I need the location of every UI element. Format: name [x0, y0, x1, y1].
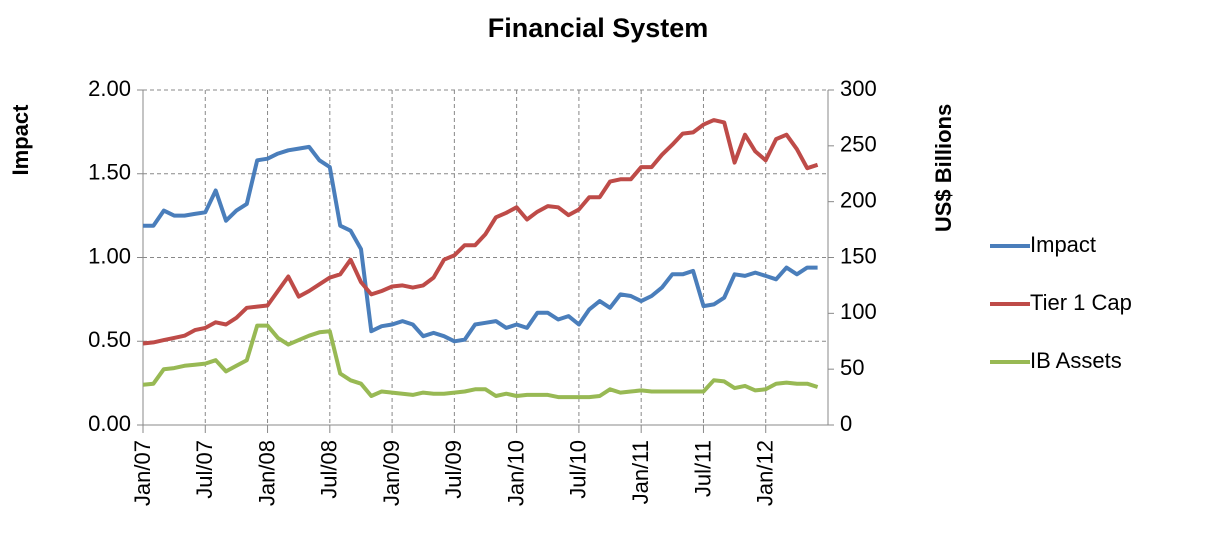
series-line	[142, 323, 819, 400]
y2-tick-label: 300	[840, 76, 877, 101]
series-line	[143, 144, 818, 344]
y2-tick-label: 100	[840, 299, 877, 324]
y2-axis-title: US$ Billions	[931, 104, 956, 232]
x-tick-label: Jul/08	[317, 440, 342, 499]
legend-label: IB Assets	[1030, 348, 1122, 373]
y-tick-label: 2.00	[88, 76, 131, 101]
x-tick-label: Jan/11	[628, 440, 653, 504]
y-tick-label: 1.50	[88, 160, 131, 185]
y2-tick-label: 50	[840, 355, 864, 380]
legend-label: Tier 1 Cap	[1030, 290, 1132, 315]
y-tick-label: 0.00	[88, 411, 131, 436]
x-tick-label: Jan/08	[254, 440, 279, 506]
chart-title: Financial System	[488, 13, 709, 43]
y2-tick-label: 200	[840, 187, 877, 212]
legend-label: Impact	[1030, 232, 1096, 257]
x-tick-label: Jan/09	[379, 440, 404, 506]
x-tick-label: Jul/10	[566, 440, 591, 499]
x-tick-label: Jan/12	[753, 440, 778, 506]
x-tick-label: Jul/07	[192, 440, 217, 499]
y2-tick-label: 150	[840, 243, 877, 268]
x-tick-label: Jan/07	[130, 440, 155, 506]
x-tick-label: Jul/11	[690, 440, 715, 497]
y-tick-label: 1.00	[88, 243, 131, 268]
series-line	[142, 118, 819, 346]
y2-tick-label: 250	[840, 132, 877, 157]
x-tick-label: Jul/09	[441, 440, 466, 499]
y-axis-title: Impact	[8, 104, 33, 176]
y2-tick-label: 0	[840, 411, 852, 436]
y-tick-label: 0.50	[88, 327, 131, 352]
x-tick-label: Jan/10	[503, 440, 528, 506]
